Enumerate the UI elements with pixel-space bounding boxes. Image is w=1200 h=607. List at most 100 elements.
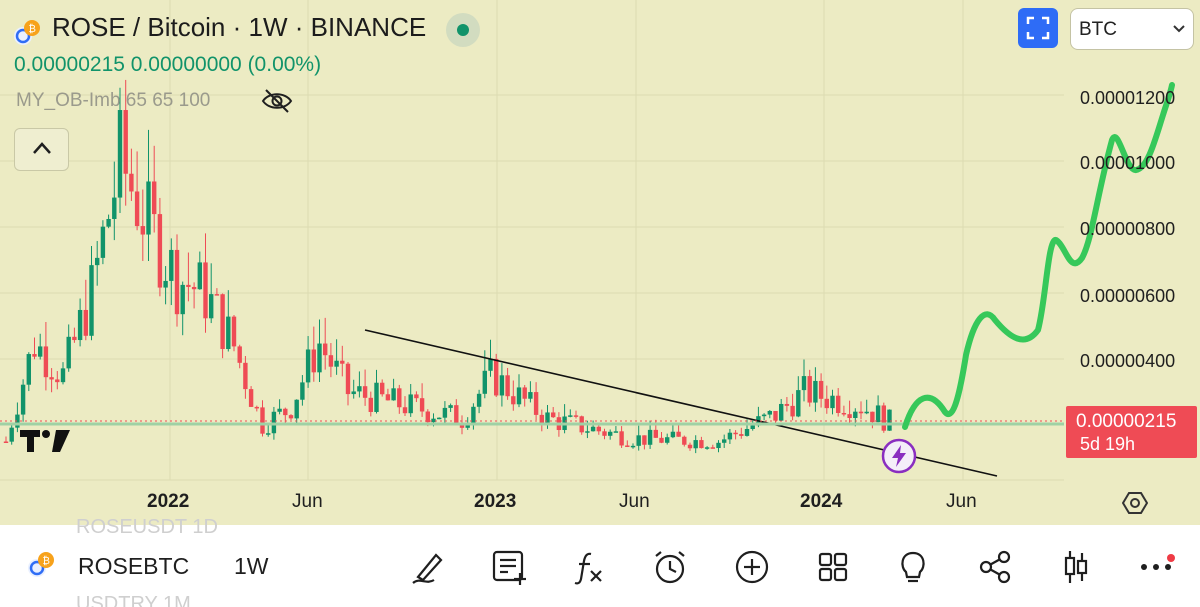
candle-body — [619, 431, 624, 446]
chart-area[interactable]: ₿ ROSE / Bitcoin · 1W · BINANCE 0.000002… — [0, 0, 1200, 525]
current-price-value: 0.00000215 — [1076, 411, 1177, 432]
candle-body — [716, 442, 721, 449]
candle-body — [248, 389, 254, 407]
grid-icon — [818, 552, 848, 582]
idea-icon — [901, 551, 925, 583]
candle-body — [750, 425, 755, 429]
candle-body — [796, 390, 801, 417]
candle-body — [687, 444, 693, 449]
candle-body — [311, 349, 316, 373]
candle-body — [830, 395, 835, 409]
indicators-button[interactable] — [569, 547, 609, 587]
candle-body — [522, 387, 527, 399]
candle-body — [226, 316, 231, 350]
candle-body — [647, 429, 653, 445]
candle-body — [636, 435, 641, 446]
notes-button[interactable] — [489, 547, 529, 587]
ghost-symbol-below: USDTRY 1M — [76, 593, 191, 607]
candle-body — [568, 415, 573, 417]
alert-button[interactable] — [650, 547, 690, 587]
candle-body — [505, 375, 510, 397]
candle-body — [653, 429, 658, 438]
candle-body — [722, 439, 727, 443]
bar-countdown: 5d 19h — [1080, 434, 1136, 454]
ideas-button[interactable] — [893, 547, 933, 587]
interval-selector[interactable]: 1W — [234, 553, 269, 579]
bottom-toolbar: ROSEUSDT 1D USDTRY 1M ₿ ROSEBTC 1W — [0, 516, 1200, 607]
time-axis-label: 2024 — [800, 491, 843, 512]
candle-body — [858, 411, 864, 414]
collapse-legend-button[interactable] — [14, 128, 69, 171]
candle-body — [608, 431, 613, 436]
candle-body — [779, 403, 784, 421]
tradingview-logo — [20, 430, 70, 452]
price-chart[interactable] — [0, 0, 1200, 525]
candle-body — [551, 412, 556, 418]
candle-body — [15, 414, 20, 428]
candlestick-series — [3, 79, 892, 454]
notes-icon — [492, 550, 526, 585]
price-axis-label: 0.00000400 — [1080, 351, 1176, 371]
price-axis-label: 0.00001200 — [1080, 88, 1176, 108]
fullscreen-icon — [1026, 16, 1050, 40]
draw-button[interactable] — [408, 547, 448, 587]
candle-body — [539, 414, 544, 425]
candle-body — [670, 431, 676, 438]
share-button[interactable] — [975, 547, 1015, 587]
candle-body — [362, 386, 368, 398]
candle-body — [163, 280, 168, 288]
candle-body — [431, 418, 436, 423]
candle-body — [733, 432, 738, 435]
lightning-icon[interactable] — [881, 438, 917, 474]
add-icon — [735, 550, 769, 584]
candle-body — [3, 441, 9, 443]
indicator-legend[interactable]: MY_OB-Imb 65 65 100 — [16, 90, 211, 111]
candle-body — [209, 294, 214, 319]
market-status-indicator[interactable] — [446, 13, 480, 47]
candle-body — [55, 379, 60, 383]
candle-body — [585, 431, 590, 433]
candle-body — [419, 398, 425, 412]
fullscreen-button[interactable] — [1018, 8, 1058, 48]
candle-body — [767, 410, 772, 415]
candle-body — [191, 286, 197, 290]
candle-body — [494, 358, 499, 396]
candle-body — [499, 375, 505, 396]
candle-body — [277, 408, 282, 412]
candle-body — [266, 433, 271, 435]
candle-body — [408, 394, 413, 414]
candle-body — [38, 346, 43, 357]
candle-body — [357, 386, 362, 392]
layout-button[interactable] — [813, 547, 853, 587]
candle-body — [26, 354, 31, 385]
chart-type-button[interactable] — [1056, 547, 1096, 587]
candle-body — [294, 399, 299, 419]
candle-body — [511, 396, 516, 405]
rose-btc-logo: ₿ — [14, 20, 40, 45]
candle-body — [642, 435, 647, 445]
candle-body — [77, 309, 83, 341]
candle-body — [368, 397, 373, 412]
candle-body — [448, 405, 453, 408]
candle-body — [89, 265, 94, 336]
candle-body — [334, 360, 339, 367]
symbol-selector[interactable]: ROSEBTC — [78, 553, 190, 579]
candle-body — [847, 414, 852, 418]
candle-body — [305, 349, 311, 383]
candle-body — [545, 412, 550, 425]
candle-body — [682, 436, 687, 445]
candle-body — [402, 407, 408, 414]
chart-settings-icon[interactable] — [1122, 490, 1148, 516]
currency-select[interactable]: BTC — [1070, 8, 1194, 50]
candle-body — [340, 360, 345, 364]
candle-body — [476, 393, 482, 407]
candle-body — [95, 257, 100, 266]
candle-body — [739, 434, 744, 436]
add-button[interactable] — [732, 547, 772, 587]
candle-body — [254, 406, 259, 409]
candle-body — [72, 336, 77, 341]
candle-body — [887, 409, 892, 431]
candle-body — [157, 214, 163, 288]
eye-hidden-icon[interactable] — [260, 88, 294, 114]
more-button[interactable] — [1136, 547, 1176, 587]
